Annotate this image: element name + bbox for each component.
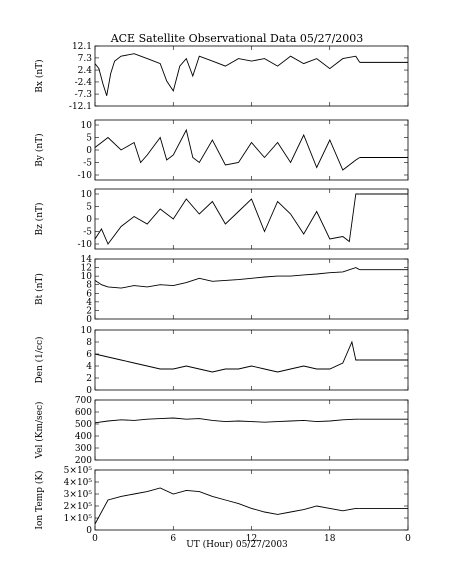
y-tick-label: 0 (86, 215, 92, 225)
panel-frame (94, 119, 409, 181)
series-line (94, 417, 360, 424)
y-tick-label: 2 (86, 306, 92, 316)
series-line (94, 487, 360, 525)
x-tick-label: 0 (405, 534, 411, 544)
panel-frame (94, 45, 409, 107)
y-tick-label: 14 (81, 255, 93, 265)
y-axis-label: Vel (Km/sec) (34, 401, 45, 459)
y-tick-label: 8 (86, 338, 92, 348)
x-tick-label: 6 (170, 534, 176, 544)
y-tick-label: 3×10⁵ (64, 490, 93, 500)
panel-frame (94, 188, 409, 250)
y-tick-label: 10 (81, 272, 93, 282)
panel-frame (94, 258, 409, 320)
y-tick-label: 300 (75, 444, 92, 454)
panels-group: 12.1 7.3 2.4 -2.4 -7.3 -12.1 Bx (nT) 10 5 0 -5 -10 B… (34, 42, 411, 544)
y-axis-label: By (nT) (34, 133, 45, 166)
x-tick-label: 0 (92, 534, 98, 544)
y-axis-label: Bz (nT) (34, 202, 45, 235)
series-line (94, 53, 361, 96)
y-tick-label: 10 (81, 121, 93, 131)
y-tick-label: 8 (86, 281, 92, 291)
chart-title: ACE Satellite Observational Data 05/27/2… (110, 32, 364, 45)
y-tick-label: 0 (86, 146, 92, 156)
y-tick-label: 200 (75, 456, 92, 466)
y-tick-label: 0 (86, 386, 92, 396)
y-tick-label: 400 (75, 432, 92, 442)
y-tick-label: 0 (86, 526, 92, 536)
y-tick-label: -7.3 (75, 90, 93, 100)
y-tick-label: 2 (86, 374, 92, 384)
y-tick-label: 12.1 (72, 42, 92, 52)
y-tick-label: 2.4 (78, 66, 93, 76)
y-tick-label: 6 (86, 350, 92, 360)
y-tick-label: -12.1 (69, 102, 92, 112)
x-tick-label: 18 (324, 534, 336, 544)
y-tick-label: 600 (75, 408, 92, 418)
x-tick-label: 12 (246, 534, 257, 544)
y-tick-label: -5 (83, 159, 92, 169)
y-axis-label: Bx (nT) (34, 59, 45, 92)
series-line (94, 193, 360, 245)
y-tick-label: 10 (81, 326, 93, 336)
y-tick-label: 4×10⁵ (64, 478, 93, 488)
y-tick-label: 500 (75, 420, 92, 430)
y-tick-label: 0 (86, 315, 92, 325)
y-tick-label: -10 (78, 240, 93, 250)
y-tick-label: 5 (86, 203, 92, 213)
y-tick-label: 1×10⁵ (64, 514, 93, 524)
y-tick-label: -5 (83, 228, 92, 238)
y-tick-label: 5 (86, 134, 92, 144)
y-tick-label: -2.4 (75, 78, 93, 88)
x-axis-label: UT (Hour) 05/27/2003 (186, 539, 288, 550)
y-tick-label: 6 (86, 289, 92, 299)
y-tick-label: 10 (81, 190, 93, 200)
series-line (94, 128, 360, 171)
y-tick-label: 2×10⁵ (64, 502, 93, 512)
y-axis-label: Den (1/cc) (34, 336, 45, 383)
series-line (94, 340, 360, 373)
y-tick-label: -10 (78, 171, 93, 181)
panel-frame (94, 399, 409, 461)
y-tick-label: 7.3 (78, 54, 93, 64)
y-tick-label: 4 (86, 362, 92, 372)
y-axis-label: Bt (nT) (34, 273, 45, 305)
y-axis-label: Ion Temp (K) (34, 470, 45, 529)
y-tick-label: 700 (75, 396, 92, 406)
y-tick-label: 4 (86, 298, 92, 308)
y-tick-label: 5×10⁵ (64, 466, 93, 476)
y-tick-label: 12 (81, 264, 92, 274)
panel-frame (94, 469, 409, 531)
series-line (94, 267, 360, 289)
